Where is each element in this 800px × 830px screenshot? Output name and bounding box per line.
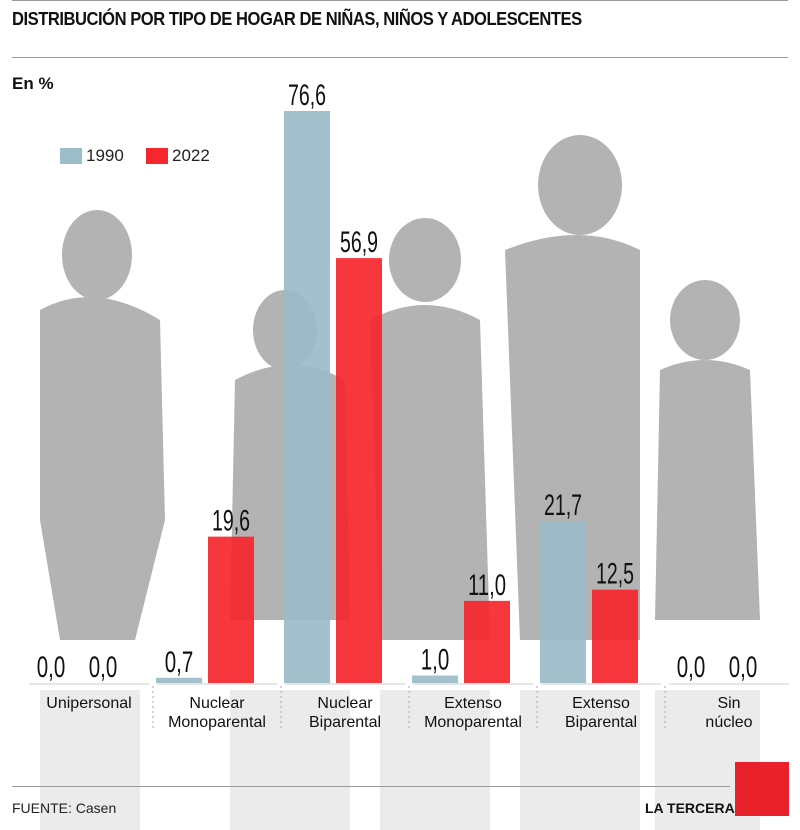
category-label: Monoparental — [168, 714, 266, 731]
category-label: Biparental — [309, 714, 381, 731]
data-label: 21,7 — [544, 489, 582, 522]
title-rule — [12, 57, 788, 58]
data-label: 19,6 — [212, 505, 250, 538]
legend-swatch — [60, 148, 82, 164]
bar-2022 — [464, 600, 510, 683]
footer-rule — [12, 786, 730, 787]
category-label: Monoparental — [424, 714, 522, 731]
data-label: 0,0 — [677, 651, 706, 684]
category-label: Unipersonal — [46, 695, 131, 712]
legend-label: 2022 — [172, 146, 210, 165]
bar-1990 — [284, 111, 330, 683]
data-label: 0,0 — [89, 651, 118, 684]
legend-item-1990: 1990 — [60, 146, 124, 166]
legend-swatch — [146, 148, 168, 164]
category-label: Extenso — [444, 695, 502, 712]
bar-2022 — [208, 536, 254, 683]
data-label: 76,6 — [288, 79, 326, 112]
unit-label: En % — [12, 74, 54, 93]
category-label: Nuclear — [189, 695, 245, 712]
brand-name: LA TERCERA — [645, 800, 735, 816]
data-label: 0,7 — [165, 646, 194, 679]
legend-item-2022: 2022 — [146, 146, 210, 166]
top-rule — [12, 0, 788, 1]
category-label: Nuclear — [317, 695, 373, 712]
category-label: Sin — [717, 695, 740, 712]
bar-1990 — [156, 677, 202, 683]
data-label: 0,0 — [37, 651, 66, 684]
bar-2022 — [592, 589, 638, 683]
category-label: Biparental — [565, 714, 637, 731]
data-label: 12,5 — [596, 558, 634, 591]
source-note: FUENTE: Casen — [12, 800, 117, 816]
category-label: núcleo — [705, 714, 752, 731]
bar-2022 — [336, 258, 382, 683]
data-label: 1,0 — [421, 644, 450, 677]
data-label: 11,0 — [468, 569, 506, 602]
category-label: Extenso — [572, 695, 630, 712]
chart-title: DISTRIBUCIÓN POR TIPO DE HOGAR DE NIÑAS,… — [12, 9, 582, 29]
data-label: 0,0 — [729, 651, 758, 684]
data-label: 56,9 — [340, 226, 378, 259]
bar-1990 — [540, 520, 586, 683]
legend-label: 1990 — [86, 146, 124, 165]
bar-1990 — [412, 675, 458, 683]
brand-logo — [735, 762, 789, 816]
